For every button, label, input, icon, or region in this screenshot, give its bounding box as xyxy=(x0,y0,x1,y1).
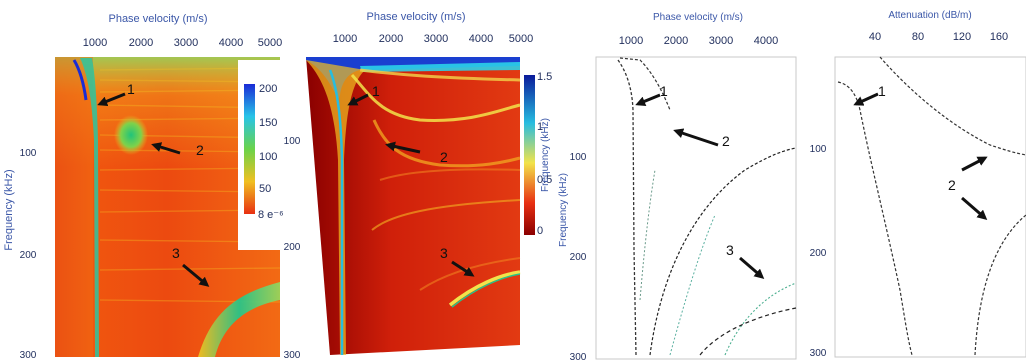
panel-c-annotations: 1 2 3 xyxy=(635,83,765,279)
panel-c-label: 2 xyxy=(722,133,730,149)
panel-d-x-title: Attenuation (dB/m) xyxy=(888,10,971,21)
panel-c-label: 1 xyxy=(660,83,668,99)
panel-a-cb-tick: 100 xyxy=(259,151,277,163)
panel-b-y-tick: 100 xyxy=(284,136,301,147)
panel-a-label: 2 xyxy=(196,142,204,158)
panel-b-y-tick: 300 xyxy=(284,350,301,360)
panel-a-x-title: Phase velocity (m/s) xyxy=(108,13,207,25)
panel-b-cb-tick: 1 xyxy=(537,121,543,133)
panel-c-x-title: Phase velocity (m/s) xyxy=(653,12,743,23)
panel-a-colorbar xyxy=(244,84,255,214)
panel-b-x-tick: 5000 xyxy=(509,33,533,45)
panel-d-label: 1 xyxy=(878,83,886,99)
panel-c-x-tick: 4000 xyxy=(754,35,778,47)
panel-a-y-title: Frequency (kHz) xyxy=(3,169,15,250)
arrow-icon xyxy=(635,93,661,106)
panel-b-label: 1 xyxy=(372,83,380,99)
arrow-icon xyxy=(961,196,988,220)
panel-c-y-tick: 200 xyxy=(570,252,587,263)
panel-a: Phase velocity (m/s) 1000 2000 3000 4000… xyxy=(3,13,284,360)
panel-c-x-tick: 3000 xyxy=(709,35,733,47)
panel-a-cb-tick: 200 xyxy=(259,83,277,95)
panel-b-x-tick: 3000 xyxy=(424,33,448,45)
panel-c-label: 3 xyxy=(726,242,734,258)
panel-a-y-tick: 200 xyxy=(20,250,37,261)
arrow-icon xyxy=(739,256,765,279)
panel-b-label: 2 xyxy=(440,149,448,165)
panel-a-x-ticks: 1000 2000 3000 4000 5000 xyxy=(83,37,282,49)
panel-c-y-tick: 300 xyxy=(570,352,587,360)
panel-b: Phase velocity (m/s) 1000 2000 3000 4000… xyxy=(284,11,553,360)
panel-b-heatmap: 1.5 1 0.5 0 Frequency (kHz) xyxy=(306,57,552,355)
panel-c-y-tick: 100 xyxy=(570,152,587,163)
panel-d-label: 2 xyxy=(948,177,956,193)
panel-b-x-tick: 4000 xyxy=(469,33,493,45)
panel-a-label: 1 xyxy=(127,81,135,97)
panel-d-x-tick: 120 xyxy=(953,31,971,43)
panel-a-cb-tick: 8 e⁻⁶ xyxy=(258,209,284,221)
panel-a-cb-tick: 50 xyxy=(259,183,271,195)
panel-a-cb-tick: 150 xyxy=(259,117,277,129)
arrow-icon xyxy=(451,260,475,277)
panel-c-curves xyxy=(617,57,797,356)
panel-d-y-tick: 200 xyxy=(810,248,827,259)
panel-d-frame xyxy=(834,56,1026,358)
panel-a-x-tick: 3000 xyxy=(174,37,198,49)
panel-b-x-tick: 1000 xyxy=(333,33,357,45)
panel-b-y-tick: 200 xyxy=(284,242,301,253)
panel-b-label: 3 xyxy=(440,245,448,261)
panel-a-label: 3 xyxy=(172,245,180,261)
panel-b-annotations: 1 2 3 xyxy=(347,83,475,277)
panel-d: Attenuation (dB/m) 40 80 120 160 100 200… xyxy=(810,10,1026,359)
arrow-icon xyxy=(347,93,369,106)
panel-a-y-tick: 100 xyxy=(20,148,37,159)
arrow-icon xyxy=(182,263,210,287)
panel-b-cb-tick: 0.5 xyxy=(537,174,552,186)
arrow-icon xyxy=(673,128,719,147)
panel-d-x-tick: 160 xyxy=(990,31,1008,43)
arrow-icon xyxy=(853,92,879,106)
panel-b-x-title: Phase velocity (m/s) xyxy=(366,11,465,23)
panel-d-y-tick: 100 xyxy=(810,144,827,155)
panel-c-x-tick: 1000 xyxy=(619,35,643,47)
panel-b-colorbar xyxy=(524,75,535,235)
arrow-icon xyxy=(151,142,181,155)
panel-a-annotations: 1 2 3 xyxy=(97,81,210,287)
panel-b-x-tick: 2000 xyxy=(379,33,403,45)
panel-c-y-title: Frequency (kHz) xyxy=(558,173,569,247)
arrow-icon xyxy=(385,141,421,154)
panel-c-x-tick: 2000 xyxy=(664,35,688,47)
panel-d-y-tick: 300 xyxy=(810,348,827,359)
panel-b-cb-tick: 0 xyxy=(537,225,543,237)
panel-a-x-tick: 4000 xyxy=(219,37,243,49)
panel-d-curves xyxy=(837,56,1026,356)
panel-a-x-tick: 2000 xyxy=(129,37,153,49)
panel-d-x-tick: 40 xyxy=(869,31,881,43)
panel-d-annotations: 1 2 xyxy=(853,83,988,220)
arrow-icon xyxy=(97,92,126,107)
panel-b-cb-tick: 1.5 xyxy=(537,71,552,83)
panel-d-x-tick: 80 xyxy=(912,31,924,43)
panel-a-y-tick: 300 xyxy=(20,350,37,360)
panel-c: Phase velocity (m/s) 1000 2000 3000 4000… xyxy=(558,12,797,360)
panel-a-heatmap: 200 150 100 50 8 e⁻⁶ xyxy=(55,57,284,357)
panel-c-frame xyxy=(595,56,797,360)
arrow-icon xyxy=(961,156,988,172)
panel-a-x-tick: 1000 xyxy=(83,37,107,49)
panel-a-x-tick: 5000 xyxy=(258,37,282,49)
panel-b-y-title: Frequency (kHz) xyxy=(540,118,551,192)
